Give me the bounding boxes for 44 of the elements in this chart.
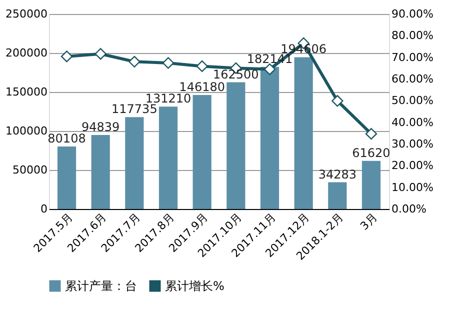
bar xyxy=(192,94,212,209)
bar xyxy=(57,146,76,209)
y2-tick-label: 80.00% xyxy=(392,29,434,42)
point xyxy=(94,48,106,60)
y-tick-label: 250000 xyxy=(6,8,48,20)
point xyxy=(365,128,378,140)
data-label: 61620 xyxy=(352,146,390,160)
y2-tick-label: 20.00% xyxy=(392,159,434,172)
bar xyxy=(91,135,110,209)
bar xyxy=(226,82,246,209)
y2-tick-label: 40.00% xyxy=(392,116,434,129)
data-label: 80108 xyxy=(48,132,86,146)
legend-label: 累计产量：台 xyxy=(65,279,137,293)
point xyxy=(332,95,344,107)
y2-tick-label: 70.00% xyxy=(392,50,434,64)
y-tick-label: 100000 xyxy=(6,124,48,138)
point xyxy=(60,50,73,62)
point xyxy=(128,56,140,68)
y2-tick-label: 50.00% xyxy=(392,94,434,108)
data-label: 94839 xyxy=(82,120,120,134)
y-tick-label: 200000 xyxy=(6,46,48,60)
data-label: 34283 xyxy=(318,167,356,182)
legend-label: 累计增长% xyxy=(165,279,224,293)
point xyxy=(264,63,276,76)
point xyxy=(162,57,174,69)
bar xyxy=(328,182,347,209)
point xyxy=(196,60,208,72)
data-label: 162500 xyxy=(213,67,259,82)
bar xyxy=(362,160,381,209)
y2-tick-label: 0.00% xyxy=(392,202,426,216)
bar xyxy=(158,106,178,209)
y-tick-label: 0 xyxy=(40,202,48,216)
bar xyxy=(294,57,313,209)
y2-tick-label: 10.00% xyxy=(392,180,434,194)
bar xyxy=(125,117,144,209)
y2-tick-label: 30.00% xyxy=(392,138,434,150)
bar xyxy=(260,66,280,209)
y-tick-label: 150000 xyxy=(6,86,48,98)
y2-tick-label: 60.00% xyxy=(392,72,434,86)
x-tick-label: 3月 xyxy=(358,210,380,233)
data-label: 117735 xyxy=(112,102,158,116)
data-label: 146180 xyxy=(179,80,225,94)
y-tick-label: 50000 xyxy=(12,164,48,176)
y2-tick-label: 90.00% xyxy=(392,8,434,20)
